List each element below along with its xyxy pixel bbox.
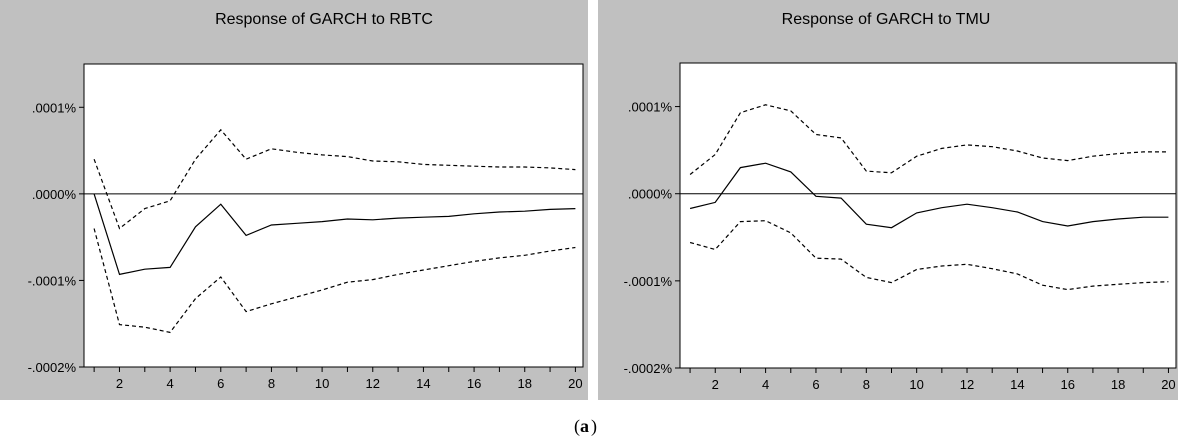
x-tick-label: 4 — [167, 376, 174, 391]
y-tick-label: .0000% — [628, 187, 673, 202]
y-tick-label: -.0002% — [624, 361, 673, 376]
chart-title: Response of GARCH to TMU — [782, 11, 991, 28]
y-tick-label: .0001% — [628, 100, 673, 115]
y-axis: .0001% .0000% -.0001% -.0002% — [28, 100, 84, 375]
x-tick-label: 18 — [518, 376, 532, 391]
x-tick-label: 20 — [1161, 377, 1175, 392]
caption-open: ( — [574, 416, 580, 437]
chart-panel-rbtc: Response of GARCH to RBTC .0001% .0000% -.… — [0, 0, 588, 400]
y-tick-label: -.0001% — [624, 274, 673, 289]
series-group — [680, 104, 1176, 291]
plot-area — [679, 62, 1177, 369]
y-tick-label: .0001% — [32, 100, 77, 115]
x-tick-label: 6 — [217, 376, 224, 391]
x-tick-label: 10 — [909, 377, 923, 392]
figure-caption: ( a ) — [574, 416, 597, 437]
x-tick-label: 14 — [416, 376, 430, 391]
y-tick-label: -.0001% — [28, 273, 77, 288]
y-tick-label: .0000% — [32, 187, 77, 202]
x-axis: 2 4 6 8 10 12 14 16 18 20 — [689, 368, 1176, 392]
x-tick-label: 16 — [1061, 377, 1075, 392]
x-tick-label: 2 — [116, 376, 123, 391]
x-tick-label: 12 — [960, 377, 974, 392]
caption-letter: a — [580, 416, 589, 436]
y-axis: .0001% .0000% -.0001% -.0002% — [624, 100, 680, 376]
x-tick-label: 12 — [366, 376, 380, 391]
confidence-band-line-1 — [93, 128, 576, 230]
confidence-band-line-2 — [689, 220, 1169, 291]
confidence-band-line-2 — [93, 228, 576, 334]
chart-title: Response of GARCH to RBTC — [215, 11, 433, 28]
x-tick-label: 8 — [268, 376, 275, 391]
caption-close: ) — [591, 416, 597, 437]
response-line-0 — [689, 162, 1169, 229]
plot-area — [83, 63, 584, 368]
x-tick-label: 4 — [762, 377, 769, 392]
x-tick-label: 18 — [1111, 377, 1125, 392]
x-tick-label: 8 — [863, 377, 870, 392]
x-axis: 2 4 6 8 10 12 14 16 18 20 — [93, 367, 583, 391]
x-tick-label: 14 — [1010, 377, 1024, 392]
x-tick-label: 2 — [712, 377, 719, 392]
confidence-band-line-1 — [689, 104, 1169, 175]
y-tick-label: -.0002% — [28, 360, 77, 375]
x-tick-label: 6 — [812, 377, 819, 392]
x-tick-label: 20 — [568, 376, 582, 391]
response-line-0 — [93, 193, 576, 276]
series-group — [84, 128, 583, 334]
x-tick-label: 10 — [315, 376, 329, 391]
chart-panel-tmu: Response of GARCH to TMU .0001% .0000% -.0… — [598, 0, 1178, 400]
x-tick-label: 16 — [467, 376, 481, 391]
